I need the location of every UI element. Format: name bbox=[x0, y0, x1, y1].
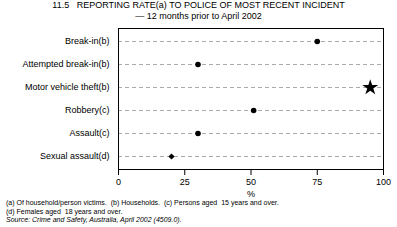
svg-text:100: 100 bbox=[376, 177, 391, 187]
svg-text:Motor vehicle theft(b): Motor vehicle theft(b) bbox=[25, 82, 110, 92]
html-text:(d) Females aged 18 years and: (d) Females aged 18 years and over. bbox=[6, 207, 123, 215]
svg-text:%: % bbox=[247, 189, 255, 199]
svg-text:50: 50 bbox=[246, 177, 256, 187]
html-text:— 12 months prior to April 200: — 12 months prior to April 2002 bbox=[135, 11, 262, 21]
svg-text:Robbery(c): Robbery(c) bbox=[65, 105, 110, 115]
svg-text:Break-in(b): Break-in(b) bbox=[65, 36, 110, 46]
svg-text:75: 75 bbox=[312, 177, 322, 187]
html-text:Source: Crime and Safety, Aust: Source: Crime and Safety, Australia, Apr… bbox=[6, 216, 182, 223]
html-text:(a) Of household/person victim: (a) Of household/person victims. (b) Hou… bbox=[6, 199, 279, 206]
svg-text:Assault(c): Assault(c) bbox=[69, 128, 109, 138]
svg-text:0: 0 bbox=[116, 177, 121, 187]
html-text:11.5 REPORTING RATE(a) TO POLI: 11.5 REPORTING RATE(a) TO POLICE OF MOST… bbox=[52, 0, 345, 10]
svg-text:25: 25 bbox=[180, 177, 190, 187]
svg-text:Sexual assault(d): Sexual assault(d) bbox=[40, 151, 110, 161]
svg-text:Attempted break-in(b): Attempted break-in(b) bbox=[22, 59, 109, 69]
